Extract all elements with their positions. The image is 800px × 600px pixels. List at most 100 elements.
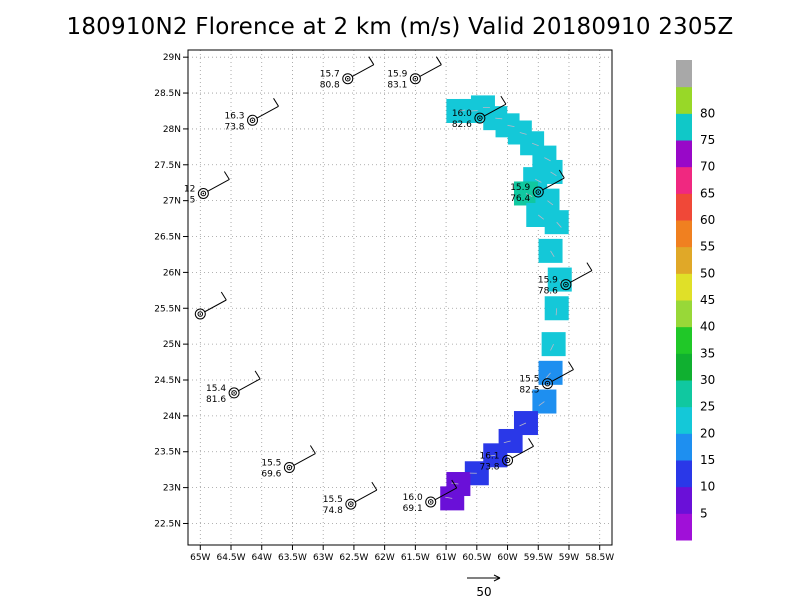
station: 15.983.1 <box>387 56 442 91</box>
colorbar-label: 65 <box>700 186 715 200</box>
station-rh-label: 81.6 <box>206 395 226 405</box>
station-ring <box>532 186 544 198</box>
station-temp-label: 16.1 <box>479 451 499 461</box>
colorbar-label: 35 <box>700 346 715 360</box>
station: 16.069.1 <box>403 479 458 514</box>
x-tick-label: 61.5W <box>401 553 430 563</box>
station-ring-inner <box>231 390 237 396</box>
station: 15.582.5 <box>519 361 574 396</box>
station-dot <box>346 77 349 80</box>
station-ring-inner <box>563 281 569 288</box>
wind-arrow <box>503 440 511 444</box>
station-barb-flag <box>558 169 565 179</box>
station-barb <box>351 64 375 78</box>
station-ring <box>345 498 357 510</box>
station-barb-flag <box>528 438 534 447</box>
station-barb-flag <box>586 262 593 271</box>
x-tick-label: 62.5W <box>339 553 368 563</box>
station-rh-label: 80.8 <box>320 81 340 91</box>
station-temp-label: 15.9 <box>538 276 558 286</box>
station-dot <box>233 392 235 394</box>
station-rh-label: 82.5 <box>519 386 539 396</box>
station-ring <box>283 462 295 474</box>
station-barb-flag <box>223 171 230 180</box>
colorbar-label: 45 <box>700 293 715 307</box>
y-tick-label: 23.5N <box>154 448 181 458</box>
station-barb-flag <box>273 98 279 107</box>
station-ring <box>247 114 259 126</box>
station-barb-flag <box>371 481 378 491</box>
station-temp-label: 15.7 <box>320 70 340 80</box>
colorbar-label: 30 <box>700 373 715 387</box>
station-barb-flag <box>568 361 574 370</box>
chart-title: 180910N2 Florence at 2 km (m/s) Valid 20… <box>66 14 734 40</box>
station-ring <box>197 187 209 199</box>
wind-arrow <box>531 142 539 147</box>
x-tick-label: 64.5W <box>217 553 246 563</box>
station: 15.976.4 <box>510 169 565 204</box>
station-ring-inner <box>412 75 419 82</box>
station-barb <box>204 299 227 313</box>
station-dot <box>506 459 509 462</box>
station-dot <box>537 191 540 193</box>
wind-arrow <box>550 171 557 177</box>
station-barb-flag <box>309 445 316 454</box>
wind-arrow <box>545 372 551 379</box>
station-ring-inner <box>544 380 551 387</box>
colorbar-segment <box>676 193 692 221</box>
station-temp-label: 12 <box>184 184 195 194</box>
colorbar-segment <box>676 326 692 354</box>
station-barb <box>569 270 593 284</box>
station-barb-flag <box>451 479 458 489</box>
wind-arrow <box>538 214 544 220</box>
y-tick-label: 27N <box>163 197 181 207</box>
colorbar-label: 75 <box>700 133 715 147</box>
station-ring <box>474 112 486 124</box>
station-barb-flag <box>500 95 507 105</box>
x-tick-label: 62W <box>374 553 394 563</box>
wind-arrow <box>488 454 496 457</box>
station-dot <box>479 117 481 119</box>
station-barb-flag <box>220 291 227 301</box>
station-ring-inner <box>504 457 511 464</box>
station-temp-label: 16.0 <box>452 109 472 119</box>
station-temp-label: 15.5 <box>261 459 281 469</box>
wind-arrow <box>525 193 533 197</box>
station-rh-label: 76.4 <box>510 194 530 204</box>
colorbar-label: 55 <box>700 240 715 254</box>
station-ring-inner <box>249 117 256 124</box>
colorbar-segment <box>676 113 692 141</box>
station-rh-label: 83.1 <box>387 81 407 91</box>
colorbar: 5 10 15 20 25 30 35 40 45 50 55 60 65 70 75 80 <box>676 60 715 541</box>
y-tick-label: 25N <box>163 340 181 350</box>
station-dot <box>350 503 352 505</box>
station-ring-inner <box>348 501 354 507</box>
colorbar-segment <box>676 433 692 461</box>
wind-arrow <box>445 496 453 499</box>
wind-arrow <box>519 422 527 427</box>
station-rh-label: 73.8 <box>479 462 499 472</box>
station-dot <box>288 466 291 469</box>
station-barb <box>542 177 565 191</box>
y-tick-label: 26N <box>163 268 181 278</box>
wind-arrow <box>495 117 503 120</box>
colorbar-label: 60 <box>700 213 715 227</box>
station-dot <box>251 119 254 122</box>
wind-arrow <box>555 308 558 316</box>
station-ring-inner <box>427 499 434 505</box>
y-axis: 22.5N 23N 23.5N 24N 24.5N 25N 25.5N 26N 26.5N 27N… <box>154 53 188 529</box>
station-temp-label: 15.9 <box>510 183 530 193</box>
wind-arrow <box>550 343 554 351</box>
station-ring <box>502 454 514 466</box>
reference-label: 50 <box>476 585 491 599</box>
station: 15.978.6 <box>538 262 593 297</box>
colorbar-label: 70 <box>700 160 715 174</box>
stations: 15.780.815.983.116.373.816.082.612.515.9… <box>184 56 593 516</box>
station: 16.373.8 <box>224 98 279 132</box>
y-tick-label: 29N <box>163 53 181 63</box>
station-ring-inner <box>477 115 483 121</box>
x-tick-label: 59W <box>559 553 579 563</box>
station-rh-label: 82.6 <box>452 120 472 130</box>
station-temp-label: 15.5 <box>519 375 539 385</box>
